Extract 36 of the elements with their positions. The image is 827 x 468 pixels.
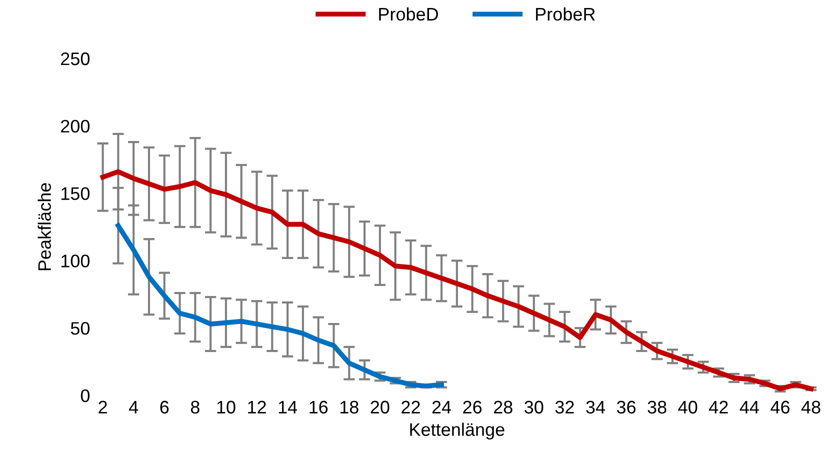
x-tick-label: 6 — [160, 400, 169, 414]
x-tick-label: 26 — [463, 400, 482, 414]
y-tick-label: 150 — [62, 187, 90, 200]
x-tick-label: 36 — [616, 400, 636, 414]
x-axis-title: Kettenlänge — [410, 422, 504, 440]
line-series — [116, 223, 444, 388]
x-tick-label: 38 — [648, 400, 666, 414]
y-tick-label: 250 — [61, 52, 90, 66]
x-tick-label: 2 — [98, 400, 107, 414]
x-tick-label: 30 — [524, 400, 544, 414]
x-tick-label: 12 — [248, 400, 266, 414]
x-tick-label: 22 — [402, 400, 420, 414]
x-tick-label: 48 — [801, 400, 820, 414]
x-tick-label: 28 — [494, 400, 512, 414]
legend-label: ProbeD — [379, 7, 438, 21]
y-tick-label: 50 — [70, 322, 90, 335]
x-tick-label: 40 — [678, 400, 698, 414]
x-tick-label: 42 — [709, 400, 728, 414]
x-tick-label: 18 — [340, 400, 358, 414]
x-tick-label: 10 — [217, 400, 236, 414]
x-tick-label: 14 — [278, 400, 298, 414]
x-tick-label: 34 — [586, 400, 605, 414]
x-tick-label: 20 — [370, 400, 390, 414]
x-tick-label: 16 — [310, 400, 328, 414]
y-tick-label: 200 — [61, 120, 90, 133]
y-tick-label: 0 — [80, 389, 90, 402]
x-tick-label: 24 — [432, 400, 452, 414]
x-tick-label: 46 — [770, 400, 790, 414]
x-tick-label: 44 — [740, 400, 759, 414]
x-tick-label: 8 — [190, 400, 200, 414]
line-series — [100, 169, 814, 392]
legend-label: ProbeR — [536, 7, 595, 21]
y-tick-label: 100 — [62, 254, 90, 268]
x-tick-label: 4 — [128, 400, 138, 414]
x-tick-label: 32 — [555, 400, 574, 414]
y-axis-title: Peakfläche — [38, 183, 51, 270]
